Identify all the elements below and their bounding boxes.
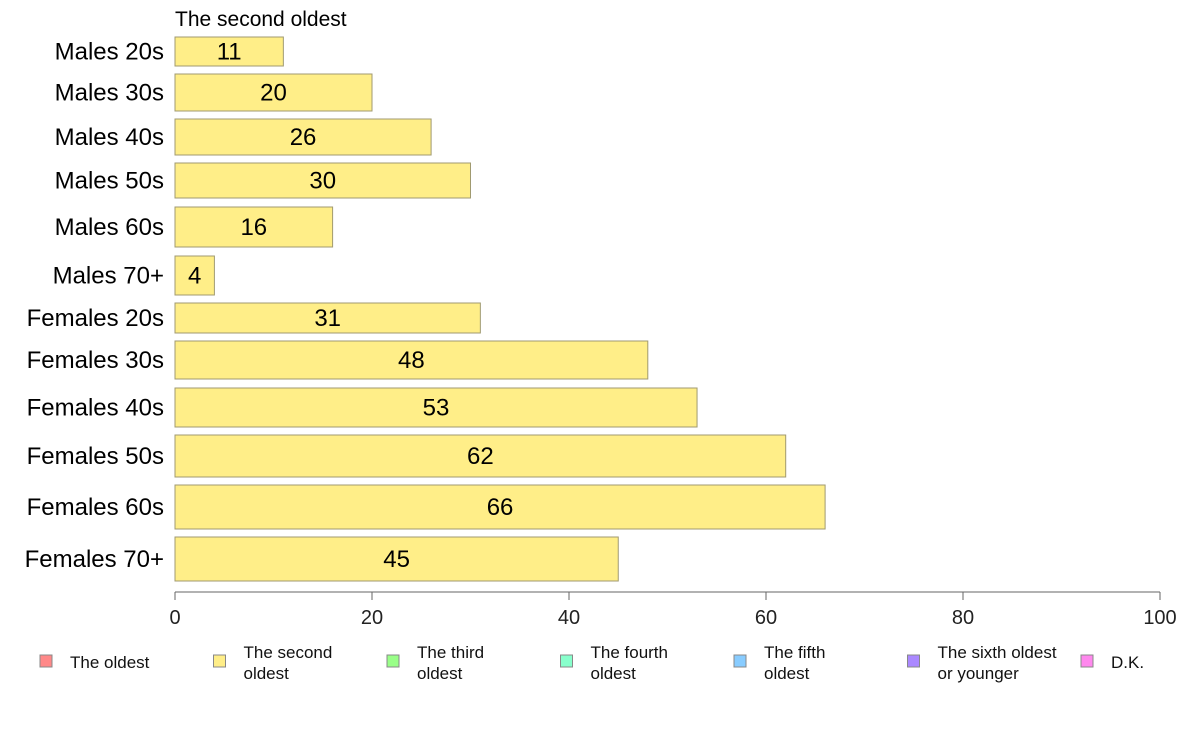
data-label: 26 <box>290 124 317 151</box>
data-label: 31 <box>314 305 341 332</box>
category-label: Males 30s <box>55 80 164 107</box>
legend-swatch <box>1080 654 1094 668</box>
data-label: 45 <box>383 546 410 573</box>
bar <box>174 484 826 530</box>
bar <box>174 387 698 428</box>
x-tick-label: 100 <box>1143 607 1176 629</box>
category-label: Males 40s <box>55 124 164 151</box>
legend-swatch <box>39 654 53 668</box>
category-label: Females 70+ <box>25 546 164 573</box>
category-label: Males 70+ <box>53 263 164 290</box>
legend-item: The third oldest <box>386 643 484 683</box>
legend-label: The third oldest <box>417 643 484 683</box>
data-label: 20 <box>260 80 287 107</box>
bars-layer: Males 20s 11 Males 30s 20 Males 40s 26 Males 5… <box>25 36 826 582</box>
legend-label: The fourth oldest <box>591 643 669 683</box>
bar <box>174 340 649 380</box>
category-label: Females 30s <box>27 347 164 374</box>
legend-item: The sixth oldest or younger <box>907 643 1057 683</box>
legend-swatch <box>560 654 573 668</box>
legend-label: The sixth oldest or younger <box>938 643 1057 683</box>
data-label: 16 <box>240 214 267 241</box>
bar <box>174 118 432 156</box>
category-label: Females 20s <box>27 305 164 332</box>
data-label: 48 <box>398 347 425 374</box>
data-label: 66 <box>487 494 514 521</box>
bar <box>174 36 284 67</box>
x-tick-label: 60 <box>755 607 777 629</box>
category-label: Males 50s <box>55 168 164 195</box>
legend: The oldest The second oldest The third oldes… <box>39 643 1144 683</box>
legend-item: The second oldest <box>213 643 333 683</box>
data-label: 11 <box>217 39 242 66</box>
legend-swatch <box>386 654 400 668</box>
legend-label: The second oldest <box>244 643 333 683</box>
legend-swatch <box>907 654 920 668</box>
legend-swatch <box>213 654 226 668</box>
bar <box>174 255 215 296</box>
bar <box>174 73 373 112</box>
data-label: 53 <box>423 395 450 422</box>
chart-title: The second oldest <box>175 8 347 31</box>
category-label: Females 40s <box>27 395 164 422</box>
bar <box>174 206 334 248</box>
x-tick-label: 20 <box>361 607 383 629</box>
bar <box>174 302 481 334</box>
bar <box>174 536 619 582</box>
legend-item: The oldest <box>39 653 150 672</box>
category-label: Males 20s <box>55 39 164 66</box>
bar <box>174 434 787 478</box>
legend-label: The fifth oldest <box>764 643 825 683</box>
x-tick-label: 80 <box>952 607 974 629</box>
legend-label: D.K. <box>1111 653 1144 672</box>
data-label: 62 <box>467 443 494 470</box>
data-label: 4 <box>188 263 201 290</box>
category-label: Females 60s <box>27 494 164 521</box>
legend-item: D.K. <box>1080 653 1144 672</box>
legend-label: The oldest <box>70 653 150 672</box>
bar <box>174 162 471 199</box>
x-tick-label: 40 <box>558 607 580 629</box>
legend-item: The fourth oldest <box>560 643 669 683</box>
category-label: Females 50s <box>27 443 164 470</box>
x-axis: 0 20 40 60 80 100 <box>169 591 1177 629</box>
legend-item: The fifth oldest <box>733 643 825 683</box>
category-label: Males 60s <box>55 214 164 241</box>
legend-swatch <box>733 654 747 668</box>
data-label: 30 <box>309 168 336 195</box>
x-tick-label: 0 <box>169 607 180 629</box>
